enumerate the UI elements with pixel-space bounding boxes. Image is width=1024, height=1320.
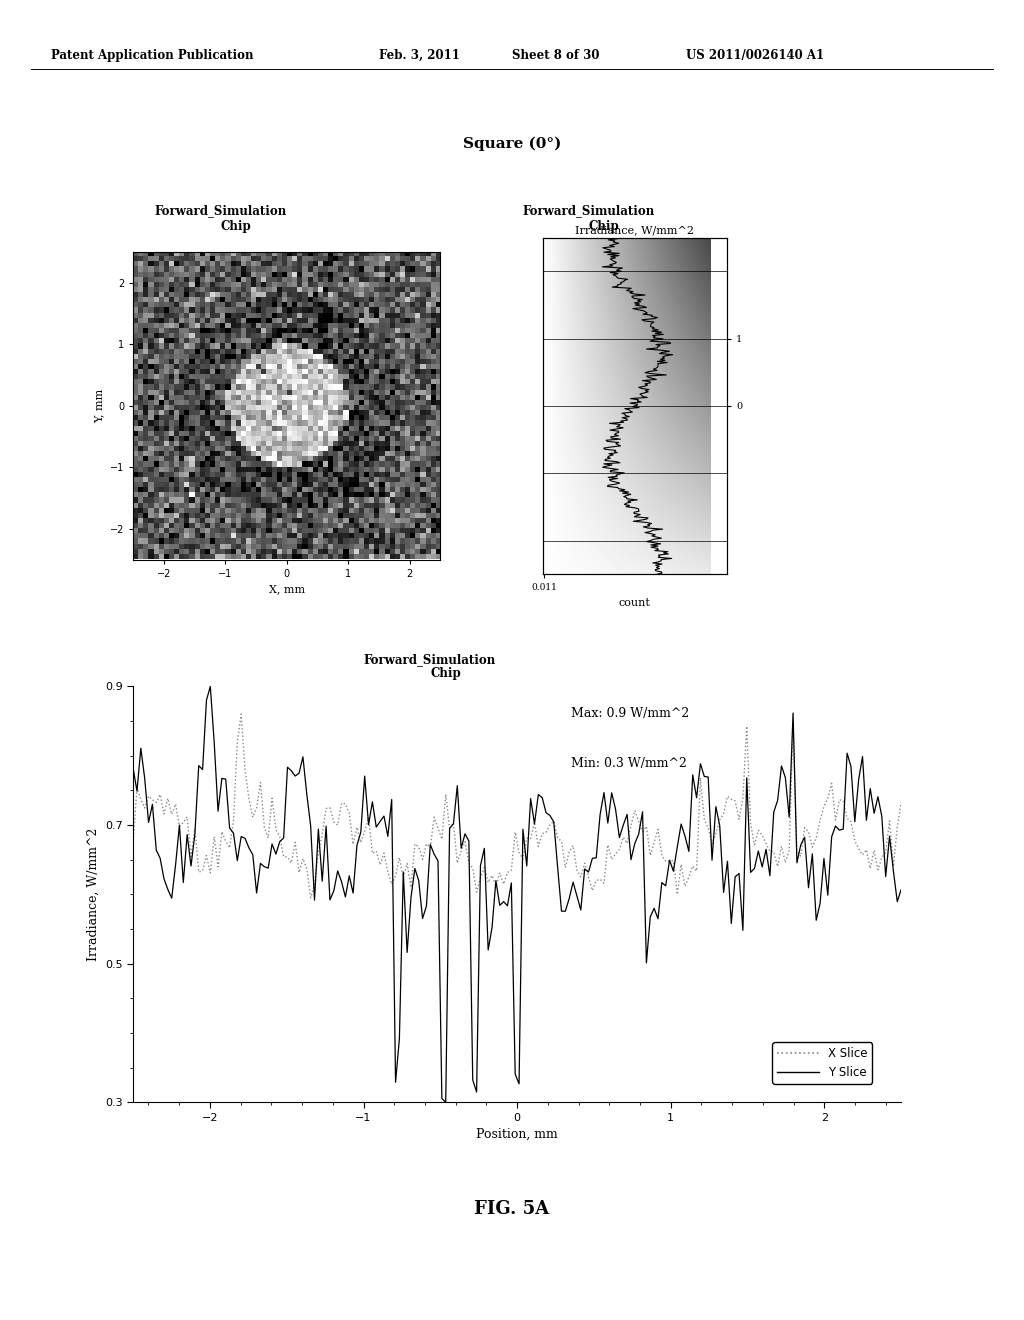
X-axis label: X, mm: X, mm bbox=[268, 583, 305, 594]
Text: FIG. 5A: FIG. 5A bbox=[474, 1200, 550, 1218]
Y Slice bbox=[273, 834, 286, 850]
X Slice bbox=[273, 829, 286, 845]
Title: Irradiance, W/mm^2: Irradiance, W/mm^2 bbox=[575, 226, 694, 235]
Text: Max: 0.9 W/mm^2: Max: 0.9 W/mm^2 bbox=[571, 708, 689, 721]
X Slice bbox=[173, 818, 185, 834]
Text: Patent Application Publication: Patent Application Publication bbox=[51, 49, 254, 62]
Y Slice bbox=[837, 821, 849, 837]
Y Slice bbox=[127, 760, 139, 776]
X Slice bbox=[339, 796, 351, 812]
Y Slice bbox=[173, 817, 185, 833]
Y Slice bbox=[439, 1094, 452, 1110]
X Slice bbox=[304, 890, 316, 906]
X Slice bbox=[127, 833, 139, 849]
Text: Chip: Chip bbox=[430, 667, 461, 680]
Text: Feb. 3, 2011: Feb. 3, 2011 bbox=[379, 49, 460, 62]
X Slice bbox=[895, 795, 907, 810]
Text: Square (0°): Square (0°) bbox=[463, 136, 561, 150]
Text: Chip: Chip bbox=[220, 219, 251, 232]
Text: Forward_Simulation: Forward_Simulation bbox=[364, 652, 497, 665]
Y Slice bbox=[864, 780, 877, 796]
Line: Y Slice: Y Slice bbox=[133, 686, 901, 1102]
Y Slice bbox=[158, 871, 170, 887]
Line: X Slice: X Slice bbox=[133, 714, 901, 898]
Y Slice bbox=[895, 882, 907, 898]
X Slice bbox=[158, 807, 170, 822]
Text: Sheet 8 of 30: Sheet 8 of 30 bbox=[512, 49, 599, 62]
X Slice bbox=[236, 706, 248, 722]
Y Slice bbox=[336, 874, 348, 890]
X Slice bbox=[864, 861, 877, 876]
X Slice bbox=[837, 793, 849, 809]
Legend: X Slice, Y Slice: X Slice, Y Slice bbox=[772, 1043, 872, 1084]
Text: Forward_Simulation: Forward_Simulation bbox=[522, 203, 655, 216]
Y Slice bbox=[204, 678, 216, 694]
Y-axis label: Y, mm: Y, mm bbox=[94, 389, 104, 422]
X-axis label: count: count bbox=[618, 598, 651, 607]
Text: US 2011/0026140 A1: US 2011/0026140 A1 bbox=[686, 49, 824, 62]
Text: Chip: Chip bbox=[589, 219, 620, 232]
X-axis label: Position, mm: Position, mm bbox=[476, 1129, 558, 1142]
Y-axis label: Irradiance, W/mm^2: Irradiance, W/mm^2 bbox=[86, 828, 99, 961]
Text: Forward_Simulation: Forward_Simulation bbox=[154, 203, 287, 216]
Text: Min: 0.3 W/mm^2: Min: 0.3 W/mm^2 bbox=[571, 758, 687, 770]
